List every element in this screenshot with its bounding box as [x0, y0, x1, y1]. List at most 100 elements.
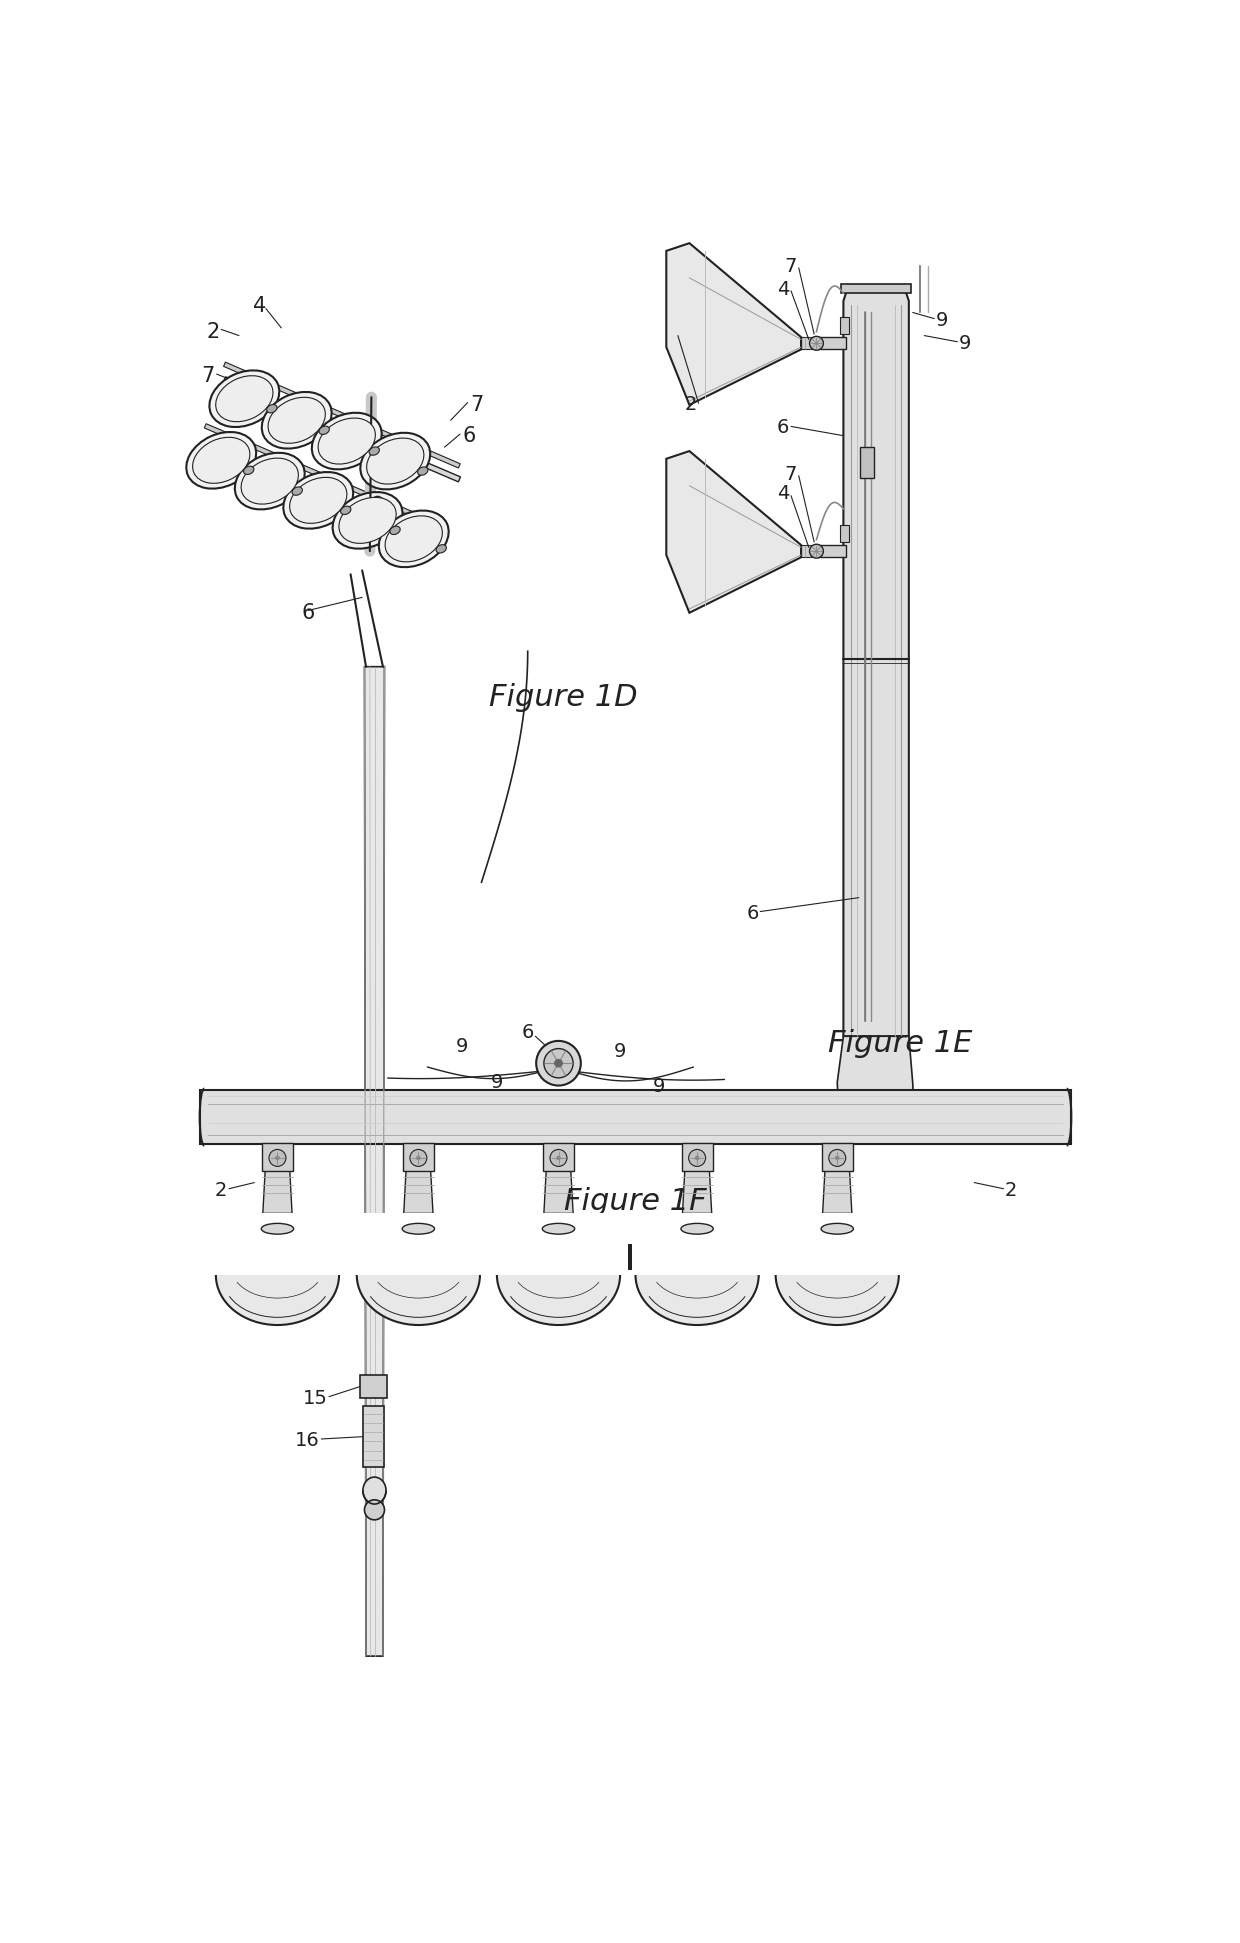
Polygon shape — [666, 451, 801, 612]
Bar — [816, 544, 846, 558]
Ellipse shape — [216, 375, 273, 422]
Text: 9: 9 — [614, 1041, 626, 1061]
Ellipse shape — [269, 1150, 286, 1166]
Ellipse shape — [688, 1150, 706, 1166]
Polygon shape — [801, 544, 816, 558]
Ellipse shape — [836, 1156, 839, 1160]
Ellipse shape — [234, 453, 305, 509]
Bar — [631, 1212, 763, 1275]
Text: 15: 15 — [303, 1389, 327, 1407]
Text: Figure 1E: Figure 1E — [828, 1030, 972, 1059]
Polygon shape — [223, 377, 460, 482]
Polygon shape — [223, 361, 460, 468]
Text: 2: 2 — [207, 323, 221, 342]
Text: 7: 7 — [785, 464, 797, 484]
Ellipse shape — [378, 511, 449, 567]
Bar — [212, 1212, 343, 1275]
Ellipse shape — [370, 447, 379, 455]
Ellipse shape — [544, 1049, 573, 1078]
Polygon shape — [822, 1172, 852, 1212]
Polygon shape — [404, 1172, 433, 1212]
Ellipse shape — [810, 336, 823, 350]
Ellipse shape — [339, 497, 397, 544]
Ellipse shape — [357, 1224, 480, 1325]
Ellipse shape — [371, 497, 384, 513]
Bar — [363, 1407, 384, 1467]
Ellipse shape — [497, 1224, 620, 1325]
Ellipse shape — [635, 1224, 759, 1325]
Text: 7: 7 — [785, 256, 797, 276]
Ellipse shape — [542, 1224, 574, 1234]
Polygon shape — [263, 1172, 293, 1212]
Bar — [771, 1212, 903, 1275]
Ellipse shape — [410, 1150, 427, 1166]
Ellipse shape — [417, 1156, 420, 1160]
Ellipse shape — [275, 1156, 279, 1160]
Polygon shape — [544, 1172, 573, 1212]
Ellipse shape — [696, 1156, 699, 1160]
Polygon shape — [205, 439, 445, 544]
Polygon shape — [365, 666, 384, 1655]
Bar — [816, 336, 846, 350]
Ellipse shape — [341, 507, 351, 515]
Ellipse shape — [554, 1059, 563, 1067]
Bar — [861, 447, 874, 478]
Bar — [353, 1212, 484, 1275]
Text: 9: 9 — [652, 1076, 665, 1096]
Ellipse shape — [436, 544, 446, 554]
Polygon shape — [843, 290, 909, 1036]
Ellipse shape — [821, 1224, 853, 1234]
Ellipse shape — [210, 371, 279, 427]
Ellipse shape — [776, 1224, 899, 1325]
Ellipse shape — [402, 1224, 434, 1234]
Bar — [841, 284, 911, 293]
Ellipse shape — [192, 437, 250, 484]
Ellipse shape — [268, 396, 325, 443]
Text: 7: 7 — [470, 394, 484, 416]
Text: 4: 4 — [777, 280, 790, 299]
Text: 6: 6 — [301, 602, 315, 624]
Ellipse shape — [828, 1150, 846, 1166]
Text: 6: 6 — [463, 426, 476, 445]
Polygon shape — [837, 1036, 915, 1129]
Ellipse shape — [386, 515, 443, 562]
Bar — [682, 1142, 713, 1172]
Text: 7: 7 — [202, 365, 215, 385]
Ellipse shape — [290, 478, 347, 523]
Polygon shape — [201, 1090, 1070, 1144]
Ellipse shape — [365, 1500, 384, 1519]
Ellipse shape — [332, 492, 403, 548]
Ellipse shape — [262, 1224, 294, 1234]
Ellipse shape — [389, 527, 401, 534]
Ellipse shape — [810, 544, 823, 558]
Bar — [543, 1142, 574, 1172]
Polygon shape — [682, 1172, 712, 1212]
Ellipse shape — [551, 1150, 567, 1166]
Polygon shape — [801, 336, 816, 350]
Text: 2: 2 — [1006, 1181, 1018, 1199]
Ellipse shape — [241, 459, 299, 503]
Text: Figure 1F: Figure 1F — [564, 1187, 707, 1216]
Text: PRIOR ART: PRIOR ART — [527, 1244, 744, 1277]
Text: 9: 9 — [959, 334, 971, 354]
Bar — [360, 1376, 387, 1399]
Text: 9: 9 — [456, 1038, 469, 1055]
Text: 6: 6 — [522, 1022, 534, 1041]
Polygon shape — [666, 243, 801, 404]
Text: 4: 4 — [253, 297, 267, 317]
Ellipse shape — [293, 488, 303, 495]
Ellipse shape — [262, 392, 331, 449]
Ellipse shape — [319, 426, 330, 435]
Text: 16: 16 — [295, 1432, 320, 1449]
Ellipse shape — [363, 1477, 386, 1504]
Bar — [839, 525, 849, 542]
Bar — [494, 1212, 624, 1275]
Bar — [822, 1142, 853, 1172]
Ellipse shape — [216, 1224, 339, 1325]
Ellipse shape — [557, 1156, 560, 1160]
Text: 2: 2 — [213, 387, 227, 408]
Ellipse shape — [311, 412, 382, 470]
Ellipse shape — [267, 404, 277, 412]
Ellipse shape — [418, 466, 428, 476]
Text: 2: 2 — [215, 1181, 227, 1199]
